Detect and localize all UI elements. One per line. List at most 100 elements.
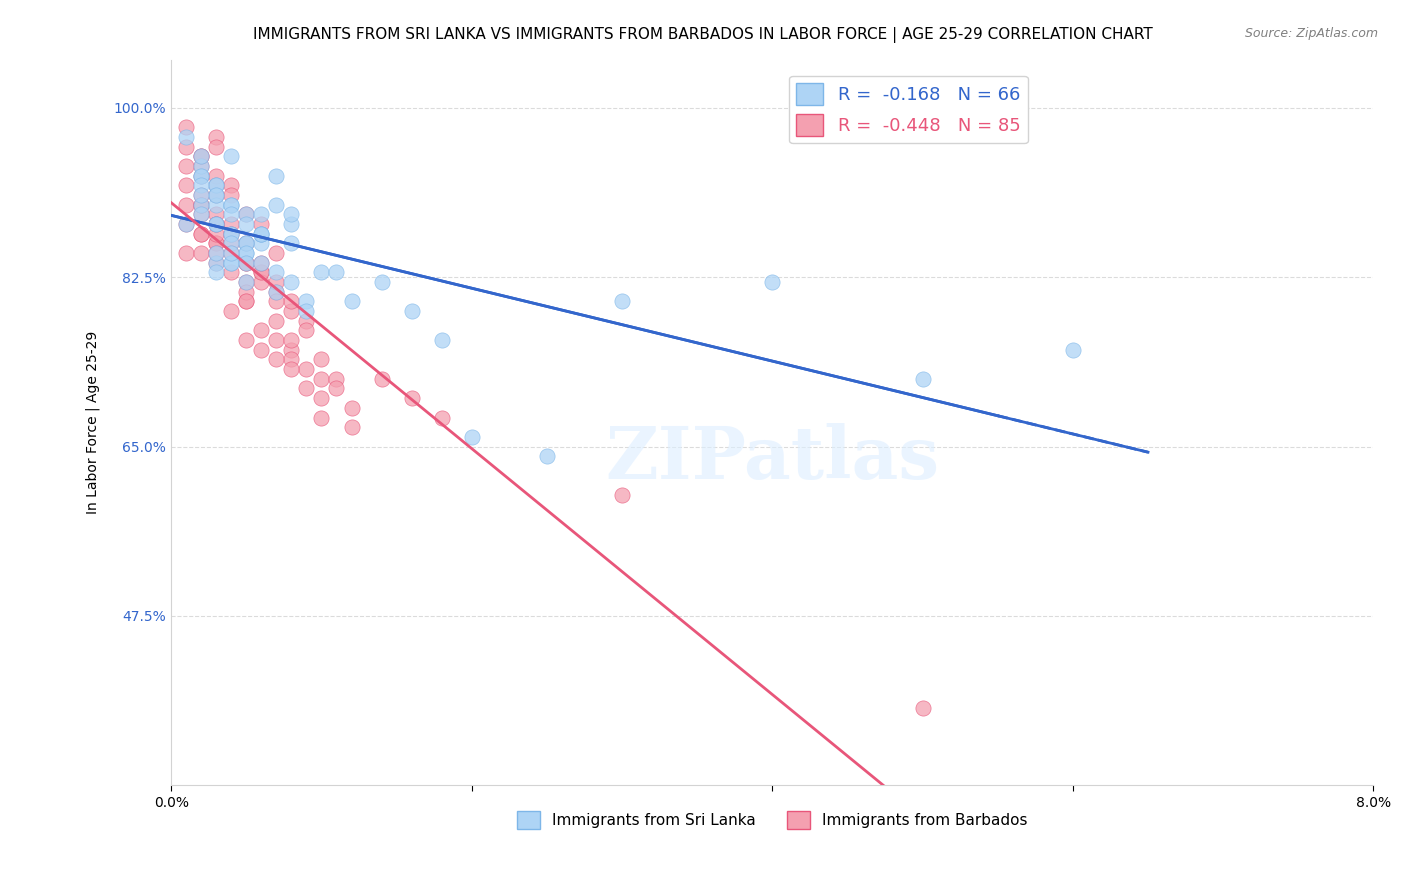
Point (190, 149, 212, 163)
Legend: Immigrants from Sri Lanka, Immigrants from Barbados: Immigrants from Sri Lanka, Immigrants fr… (512, 805, 1033, 836)
Point (280, 352, 302, 367)
Point (295, 314, 318, 328)
Y-axis label: In Labor Force | Age 25-29: In Labor Force | Age 25-29 (86, 331, 100, 514)
Point (235, 246, 257, 260)
Point (221, 256, 243, 270)
Point (250, 256, 273, 270)
Point (174, 217, 197, 231)
Point (325, 382, 347, 396)
Point (221, 207, 243, 221)
Point (205, 188, 228, 202)
Point (205, 227, 228, 241)
Point (250, 265, 273, 279)
Point (295, 304, 318, 318)
Point (761, 275, 783, 289)
Point (205, 139, 228, 153)
Point (221, 227, 243, 241)
Point (235, 333, 257, 347)
Point (266, 246, 288, 260)
Point (266, 352, 288, 367)
Point (1062, 343, 1084, 357)
Point (235, 275, 257, 289)
Point (266, 285, 288, 299)
Point (311, 372, 333, 386)
Point (205, 256, 228, 270)
Point (235, 256, 257, 270)
Point (190, 178, 212, 193)
Point (190, 227, 212, 241)
Point (250, 323, 273, 337)
Point (221, 197, 243, 211)
Point (190, 207, 212, 221)
Point (205, 246, 228, 260)
Point (205, 256, 228, 270)
Point (174, 139, 197, 153)
Point (190, 188, 212, 202)
Point (250, 227, 273, 241)
Point (250, 256, 273, 270)
Point (325, 265, 347, 279)
Point (221, 217, 243, 231)
Point (205, 217, 228, 231)
Point (235, 236, 257, 251)
Point (190, 169, 212, 183)
Point (221, 236, 243, 251)
Point (280, 343, 302, 357)
Point (205, 265, 228, 279)
Point (340, 401, 363, 415)
Point (280, 275, 302, 289)
Point (266, 294, 288, 309)
Point (205, 188, 228, 202)
Point (205, 130, 228, 145)
Point (174, 246, 197, 260)
Point (235, 246, 257, 260)
Point (370, 372, 392, 386)
Point (190, 207, 212, 221)
Point (295, 294, 318, 309)
Point (190, 197, 212, 211)
Point (295, 382, 318, 396)
Point (174, 197, 197, 211)
Point (250, 217, 273, 231)
Point (430, 333, 453, 347)
Point (205, 236, 228, 251)
Point (266, 265, 288, 279)
Point (205, 178, 228, 193)
Point (205, 178, 228, 193)
Point (221, 246, 243, 260)
Point (250, 236, 273, 251)
Point (250, 343, 273, 357)
Point (250, 207, 273, 221)
Point (205, 246, 228, 260)
Point (174, 130, 197, 145)
Point (370, 275, 392, 289)
Point (311, 410, 333, 425)
Point (536, 449, 558, 463)
Point (221, 256, 243, 270)
Point (221, 236, 243, 251)
Point (190, 188, 212, 202)
Point (190, 227, 212, 241)
Point (235, 285, 257, 299)
Point (221, 227, 243, 241)
Point (190, 159, 212, 173)
Point (174, 159, 197, 173)
Point (205, 217, 228, 231)
Point (311, 265, 333, 279)
Point (235, 256, 257, 270)
Point (221, 265, 243, 279)
Point (235, 236, 257, 251)
Point (266, 197, 288, 211)
Point (205, 236, 228, 251)
Point (174, 178, 197, 193)
Point (235, 275, 257, 289)
Point (280, 333, 302, 347)
Point (911, 372, 934, 386)
Text: ZIPatlas: ZIPatlas (605, 423, 939, 494)
Point (266, 275, 288, 289)
Point (430, 410, 453, 425)
Point (401, 304, 423, 318)
Point (174, 217, 197, 231)
Point (205, 178, 228, 193)
Point (205, 217, 228, 231)
